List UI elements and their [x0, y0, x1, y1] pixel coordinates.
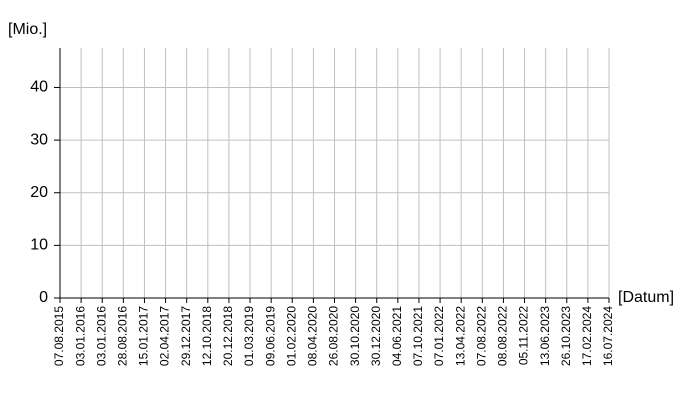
x-tick-label: 07.10.2021	[411, 306, 425, 366]
x-axis-label: [Datum]	[618, 289, 674, 306]
x-tick-label: 08.04.2020	[306, 306, 320, 366]
x-tick-label: 09.06.2019	[263, 306, 277, 366]
y-axis-label: [Mio.]	[8, 21, 47, 38]
y-tick-label: 0	[39, 289, 48, 306]
x-tick-label: 29.12.2017	[179, 306, 193, 366]
x-tick-label: 03.01.2016	[94, 306, 108, 366]
x-tick-label: 07.08.2015	[52, 306, 66, 366]
y-tick-label: 10	[30, 237, 48, 254]
x-tick-label: 30.10.2020	[348, 306, 362, 366]
y-tick-label: 40	[30, 79, 48, 96]
x-tick-label: 28.08.2016	[116, 306, 130, 366]
x-tick-label: 26.08.2020	[327, 306, 341, 366]
x-tick-label: 08.08.2022	[496, 306, 510, 366]
x-tick-label: 17.02.2024	[580, 306, 594, 366]
x-tick-label: 30.12.2020	[369, 306, 383, 366]
y-tick-label: 20	[30, 184, 48, 201]
x-tick-label: 20.12.2018	[221, 306, 235, 366]
x-tick-label: 02.04.2017	[158, 306, 172, 366]
x-tick-label: 03.01.2016	[73, 306, 87, 366]
x-tick-label: 13.04.2022	[453, 306, 467, 366]
y-tick-label: 30	[30, 131, 48, 148]
x-tick-label: 04.06.2021	[390, 306, 404, 366]
x-tick-label: 07.08.2022	[474, 306, 488, 366]
x-tick-label: 13.06.2023	[538, 306, 552, 366]
x-tick-label: 07.01.2022	[432, 306, 446, 366]
x-tick-label: 01.03.2019	[242, 306, 256, 366]
x-tick-label: 12.10.2018	[200, 306, 214, 366]
x-tick-label: 26.10.2023	[559, 306, 573, 366]
x-tick-label: 15.01.2017	[137, 306, 151, 366]
x-tick-label: 01.02.2020	[284, 306, 298, 366]
x-tick-label: 16.07.2024	[601, 306, 615, 366]
x-tick-label: 05.11.2022	[517, 306, 531, 365]
